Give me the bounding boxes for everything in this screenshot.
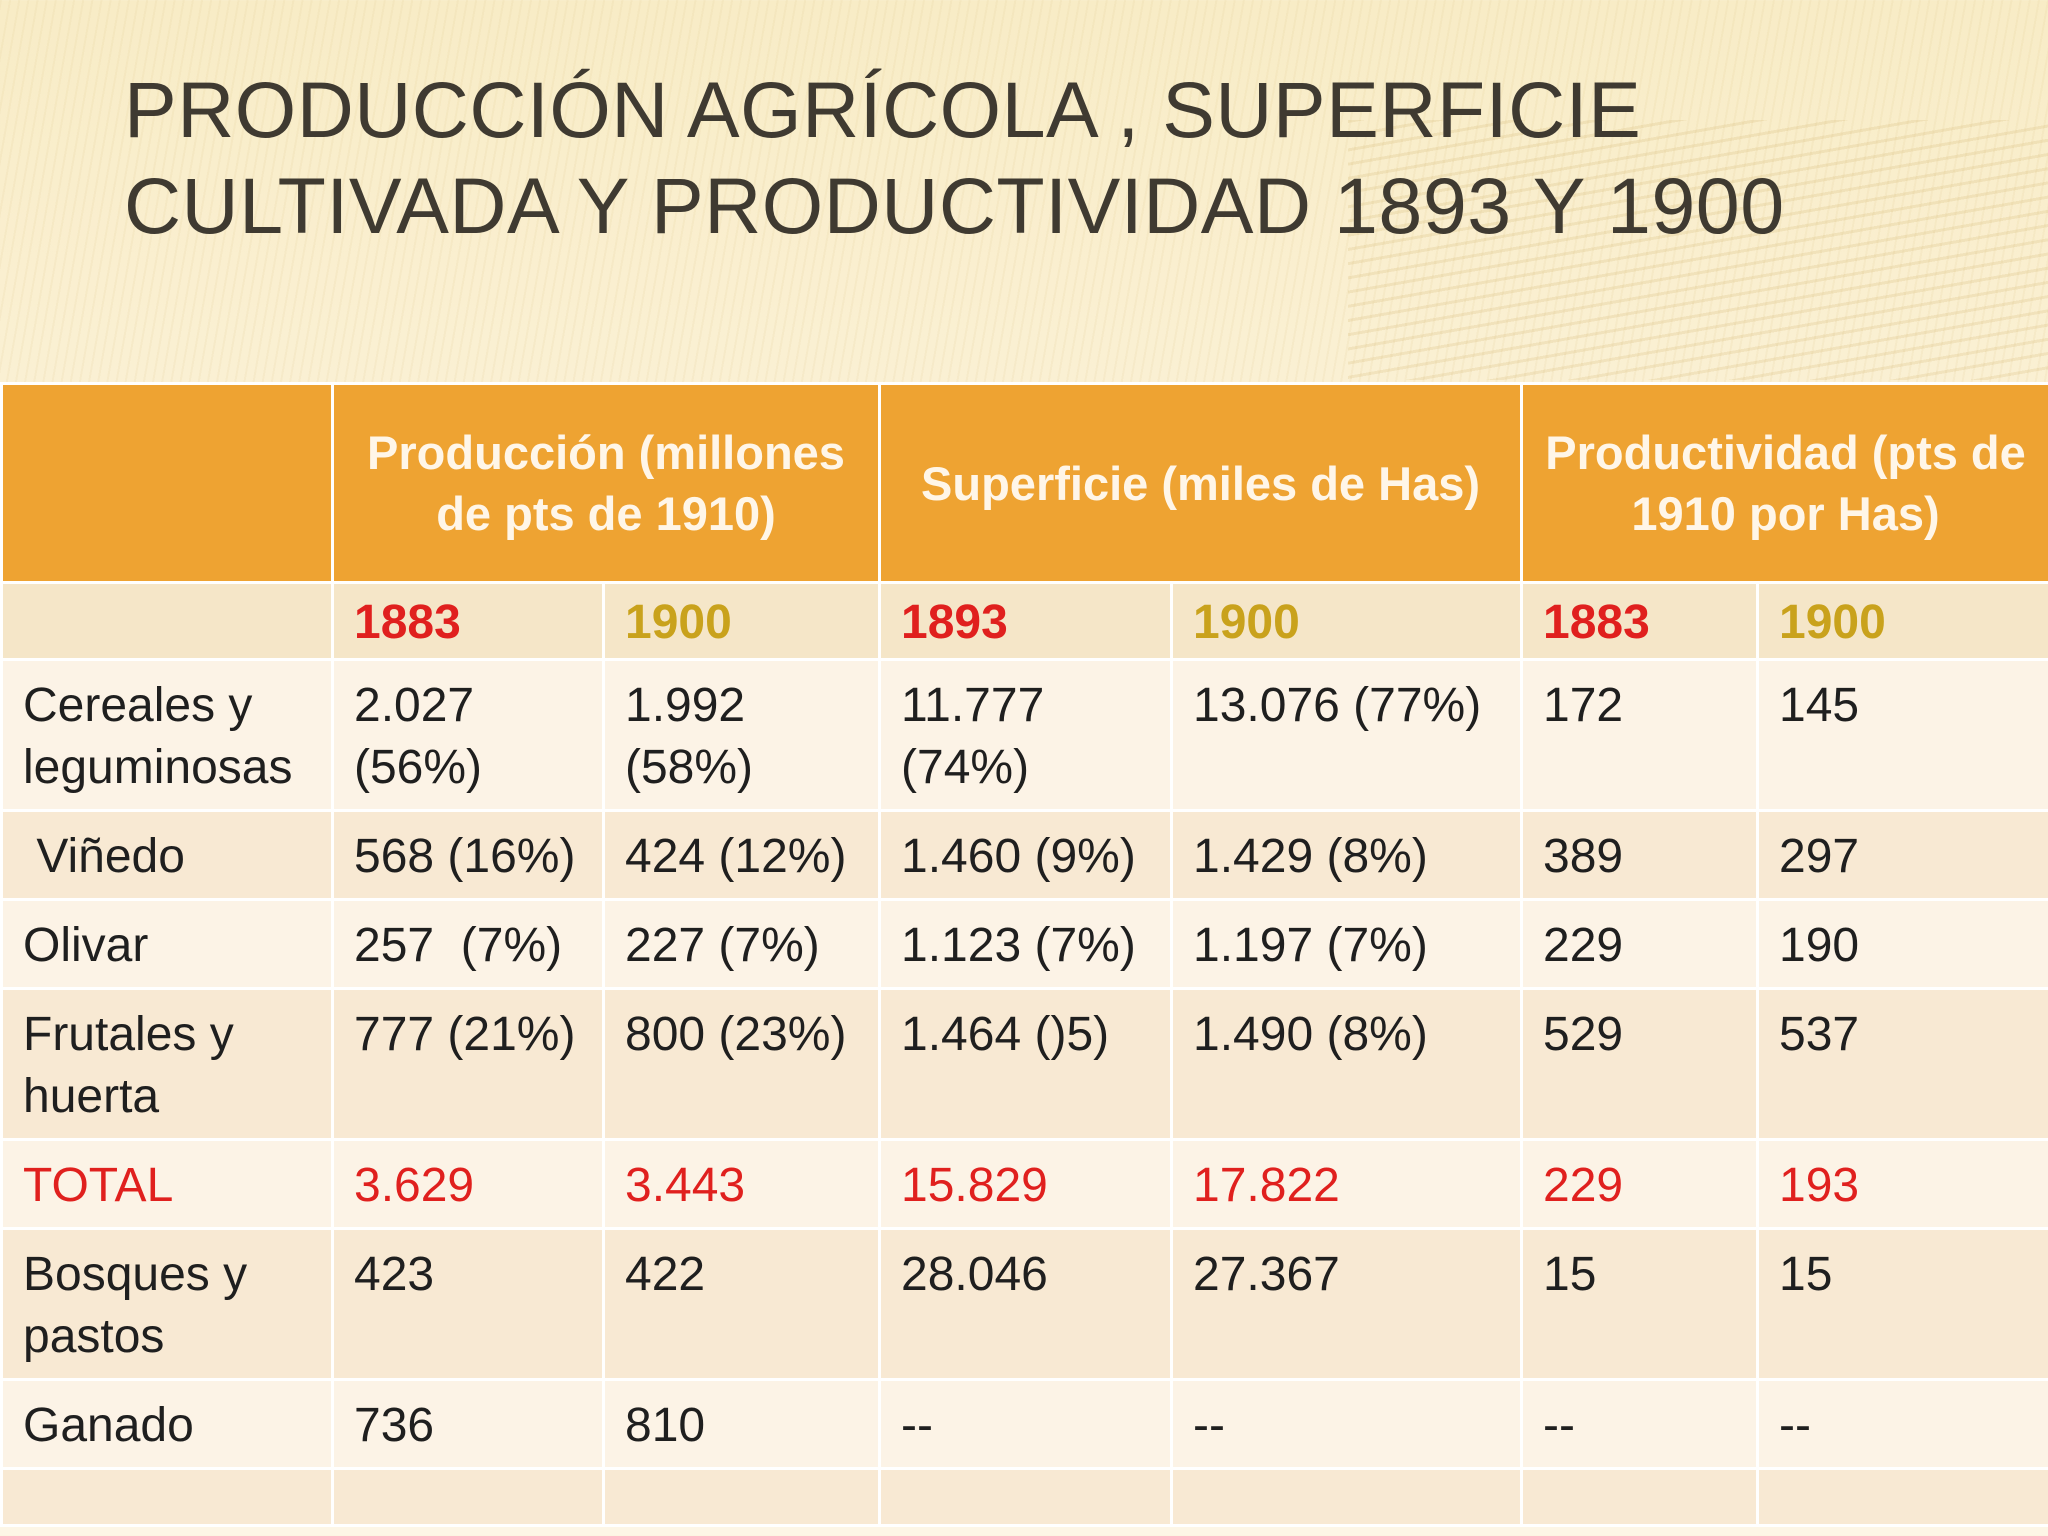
table-cell: 537 (1756, 987, 2048, 1141)
table-cell: -- (878, 1378, 1174, 1470)
table-row: Frutales y huerta 777 (21%) 800 (23%) 1.… (0, 987, 2048, 1141)
table-cell: -- (1756, 1378, 2048, 1470)
table-cell: 193 (1756, 1138, 2048, 1230)
background-stripes-right (1348, 120, 2048, 380)
background-stripes (0, 0, 2048, 390)
table-cell: 15.829 (878, 1138, 1174, 1230)
table-cell-partial (601, 1467, 882, 1527)
table-cell: 172 (1520, 658, 1760, 812)
table-cell: 2.027 (56%) (331, 658, 605, 812)
year-cell: 1900 (1170, 581, 1524, 661)
table-cell: 229 (1520, 1138, 1760, 1230)
slide-title: PRODUCCIÓN AGRÍCOLA , SUPERFICIE CULTIVA… (124, 62, 1984, 254)
year-cell: 1900 (1756, 581, 2048, 661)
table-cell: 190 (1756, 898, 2048, 990)
table-cell: 1.429 (8%) (1170, 809, 1524, 901)
year-cell: 1900 (601, 581, 882, 661)
table-cell: 145 (1756, 658, 2048, 812)
table-cell: 389 (1520, 809, 1760, 901)
header-row-years: 1883 1900 1893 1900 1883 1900 (0, 581, 2048, 661)
table-cell: -- (1520, 1378, 1760, 1470)
table-cell: 422 (601, 1227, 882, 1381)
title-line-1: PRODUCCIÓN AGRÍCOLA , SUPERFICIE (124, 65, 1642, 154)
table-cell: 424 (12%) (601, 809, 882, 901)
row-label: Cereales y leguminosas (0, 658, 334, 812)
table-cell: 17.822 (1170, 1138, 1524, 1230)
table-cell: 1.123 (7%) (878, 898, 1174, 990)
table-cell: 28.046 (878, 1227, 1174, 1381)
header-row-groups: Producción (millones de pts de 1910) Sup… (0, 382, 2048, 584)
row-label: Olivar (0, 898, 334, 990)
table-row: Ganado 736 810 -- -- -- -- (0, 1378, 2048, 1470)
year-empty-cell (0, 581, 334, 661)
table-row-partial (0, 1467, 2048, 1527)
table-row-total: TOTAL 3.629 3.443 15.829 17.822 229 193 (0, 1138, 2048, 1230)
table-cell-partial (1756, 1467, 2048, 1527)
table-cell: 257 (7%) (331, 898, 605, 990)
table-cell: -- (1170, 1378, 1524, 1470)
table-cell: 777 (21%) (331, 987, 605, 1141)
table-cell: 13.076 (77%) (1170, 658, 1524, 812)
row-label: TOTAL (0, 1138, 334, 1230)
title-line-2: CULTIVADA Y PRODUCTIVIDAD 1893 Y 1900 (124, 161, 1785, 250)
table-cell: 297 (1756, 809, 2048, 901)
table-cell: 1.490 (8%) (1170, 987, 1524, 1141)
table-cell: 27.367 (1170, 1227, 1524, 1381)
table-cell: 1.197 (7%) (1170, 898, 1524, 990)
table-cell: 1.992 (58%) (601, 658, 882, 812)
table-cell: 800 (23%) (601, 987, 882, 1141)
year-cell: 1893 (878, 581, 1174, 661)
header-superficie: Superficie (miles de Has) (878, 382, 1524, 584)
table-cell: 229 (1520, 898, 1760, 990)
table-row: Olivar 257 (7%) 227 (7%) 1.123 (7%) 1.19… (0, 898, 2048, 990)
table-cell: 15 (1520, 1227, 1760, 1381)
row-label: Ganado (0, 1378, 334, 1470)
row-label-partial (0, 1467, 334, 1527)
table-cell: 227 (7%) (601, 898, 882, 990)
table-cell-partial (1520, 1467, 1760, 1527)
row-label: Viñedo (0, 809, 334, 901)
table-cell-partial (878, 1467, 1174, 1527)
table-cell: 423 (331, 1227, 605, 1381)
table-row: Cereales y leguminosas 2.027 (56%) 1.992… (0, 658, 2048, 812)
table-cell: 3.443 (601, 1138, 882, 1230)
table-cell: 15 (1756, 1227, 2048, 1381)
table-cell: 11.777 (74%) (878, 658, 1174, 812)
table-cell: 1.464 ()5) (878, 987, 1174, 1141)
table-cell-partial (331, 1467, 605, 1527)
row-label: Bosques y pastos (0, 1227, 334, 1381)
data-table: Producción (millones de pts de 1910) Sup… (0, 382, 2048, 1527)
year-cell: 1883 (1520, 581, 1760, 661)
row-label: Frutales y huerta (0, 987, 334, 1141)
table-cell: 1.460 (9%) (878, 809, 1174, 901)
table-cell: 529 (1520, 987, 1760, 1141)
table-cell: 810 (601, 1378, 882, 1470)
header-produccion: Producción (millones de pts de 1910) (330, 382, 882, 584)
year-cell: 1883 (331, 581, 605, 661)
table-cell-partial (1170, 1467, 1524, 1527)
table-cell: 736 (331, 1378, 605, 1470)
header-empty-cell (0, 382, 334, 584)
table-row: Bosques y pastos 423 422 28.046 27.367 1… (0, 1227, 2048, 1381)
table-cell: 568 (16%) (331, 809, 605, 901)
table-row: Viñedo 568 (16%) 424 (12%) 1.460 (9%) 1.… (0, 809, 2048, 901)
header-productividad: Productividad (pts de 1910 por Has) (1520, 382, 2048, 584)
table-cell: 3.629 (331, 1138, 605, 1230)
